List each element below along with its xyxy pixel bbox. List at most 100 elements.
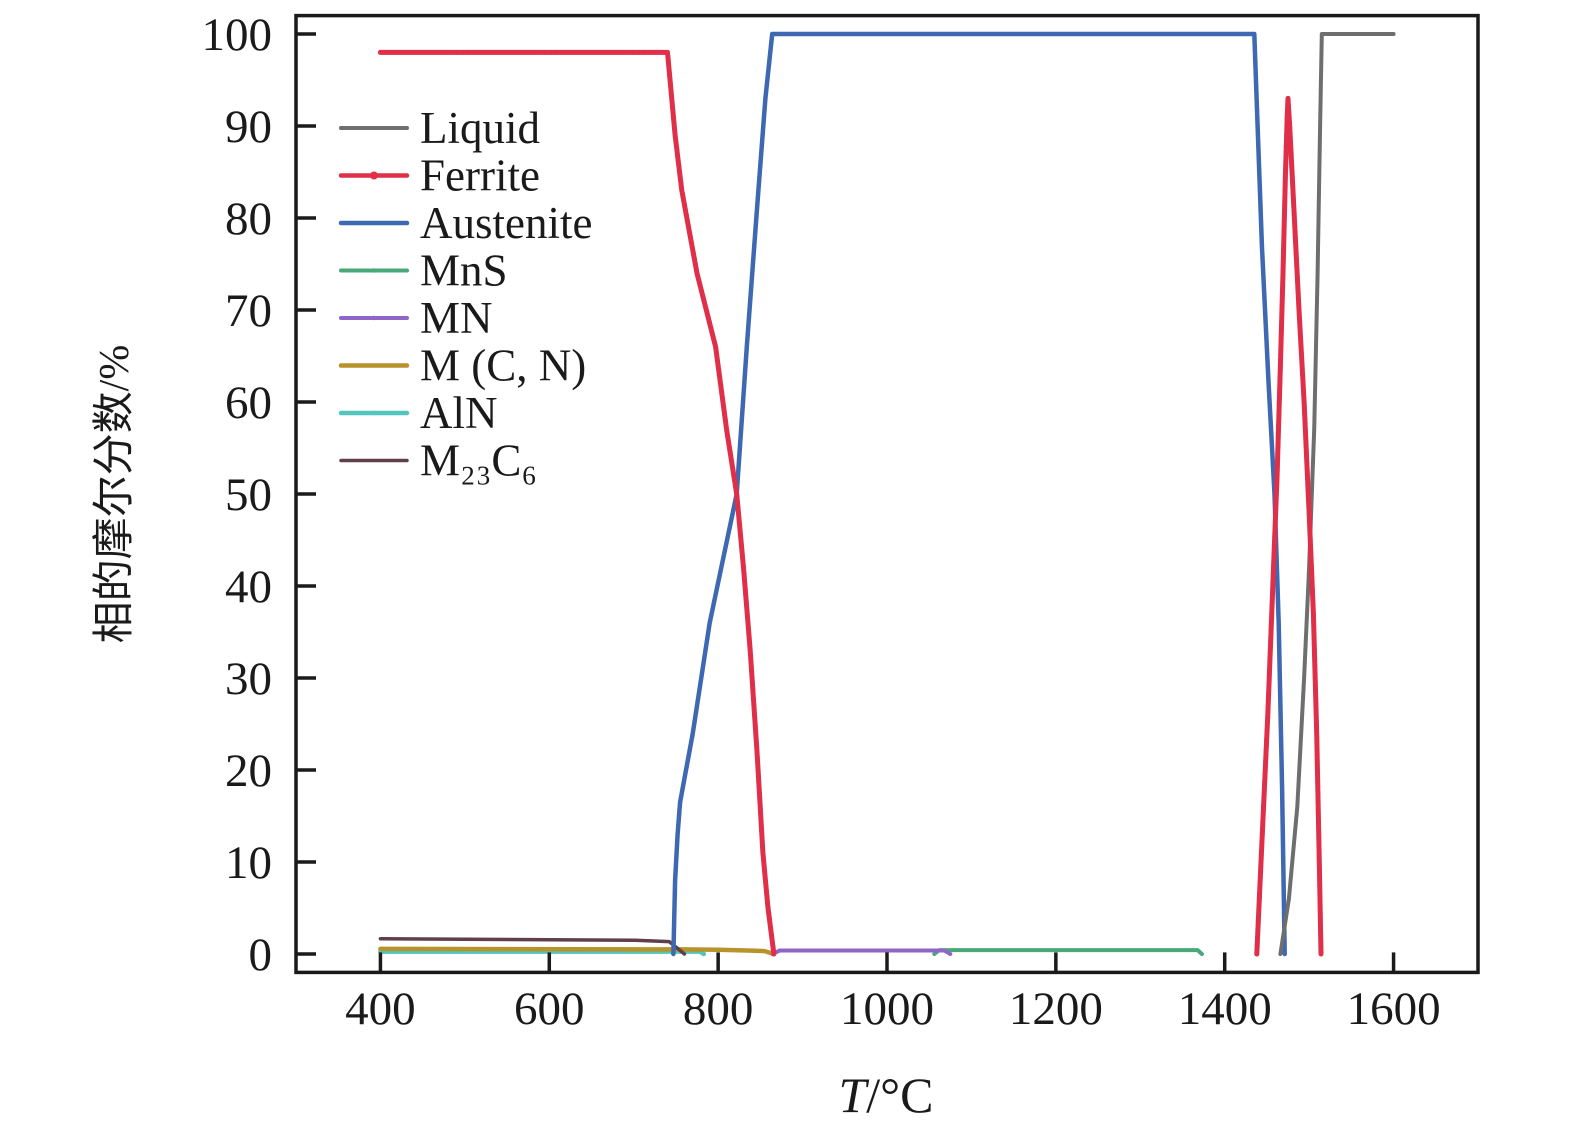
legend-label-ferrite: Ferrite xyxy=(420,151,540,201)
series-marker-ferrite xyxy=(510,50,515,55)
series-marker-ferrite xyxy=(1310,603,1316,608)
series-marker-ferrite xyxy=(693,266,699,272)
series-marker-ferrite xyxy=(548,50,554,55)
series-marker-ferrite xyxy=(1269,605,1275,611)
series-marker-ferrite xyxy=(1282,193,1288,198)
series-marker-ferrite xyxy=(1282,215,1287,220)
series-marker-ferrite xyxy=(482,50,488,55)
series-marker-ferrite xyxy=(1289,158,1294,164)
series-marker-ferrite xyxy=(433,50,438,55)
series-marker-ferrite xyxy=(394,50,400,55)
series-marker-ferrite xyxy=(672,125,677,131)
series-marker-ferrite xyxy=(493,50,499,55)
series-marker-ferrite xyxy=(1272,534,1278,539)
series-marker-ferrite xyxy=(736,510,741,516)
series-marker-ferrite xyxy=(1315,768,1320,773)
series-marker-ferrite xyxy=(671,120,677,125)
legend-item-aln: AlN xyxy=(338,388,498,438)
legend-item-austenite: Austenite xyxy=(338,198,592,248)
series-marker-ferrite xyxy=(761,861,767,867)
series-marker-ferrite xyxy=(455,50,460,55)
series-marker-ferrite xyxy=(587,50,592,55)
series-marker-ferrite xyxy=(554,50,559,55)
series-marker-ferrite xyxy=(653,50,658,55)
series-marker-ferrite xyxy=(1317,900,1323,905)
series-marker-ferrite xyxy=(1292,235,1298,240)
series-marker-ferrite xyxy=(1256,896,1262,902)
series-marker-ferrite xyxy=(717,374,722,379)
series-marker-ferrite xyxy=(714,352,720,358)
series-marker-ferrite xyxy=(718,385,724,390)
series-marker-ferrite xyxy=(1268,632,1274,638)
series-marker-ferrite xyxy=(1301,388,1306,394)
series-line-m(c,n) xyxy=(378,946,777,957)
series-marker-ferrite xyxy=(1296,295,1301,301)
series-marker-ferrite xyxy=(1278,330,1284,336)
series-marker-ferrite xyxy=(1264,737,1269,743)
series-marker-ferrite xyxy=(1261,803,1266,809)
series-marker-ferrite xyxy=(738,532,743,538)
series-marker-ferrite xyxy=(1312,658,1318,663)
series-marker-ferrite xyxy=(1258,869,1263,874)
series-marker-ferrite xyxy=(1307,520,1312,526)
series-marker-ferrite xyxy=(460,50,466,55)
series-marker-ferrite xyxy=(700,293,706,299)
x-tick-label: 600 xyxy=(514,983,585,1035)
series-marker-ferrite xyxy=(671,114,676,120)
series-marker-ferrite xyxy=(1304,454,1309,460)
legend-label-liquid: Liquid xyxy=(420,103,540,153)
series-marker-ferrite xyxy=(736,515,742,521)
series-marker-ferrite xyxy=(1254,951,1260,957)
series-marker-ferrite xyxy=(1272,539,1277,545)
series-marker-ferrite xyxy=(1309,581,1315,586)
legend-item-m23c6: M₂₃C₆ xyxy=(339,436,537,486)
series-marker-ferrite xyxy=(466,50,471,55)
y-tick-label: 30 xyxy=(225,653,272,705)
series-marker-ferrite xyxy=(757,806,763,812)
series-marker-ferrite xyxy=(1283,149,1289,155)
series-marker-ferrite xyxy=(1288,147,1294,153)
series-marker-ferrite xyxy=(1318,922,1323,927)
series-marker-ferrite xyxy=(1285,97,1291,103)
series-marker-ferrite xyxy=(1317,894,1323,900)
series-marker-ferrite xyxy=(767,916,772,921)
series-marker-ferrite xyxy=(1291,196,1296,202)
series-marker-ferrite xyxy=(1255,918,1261,924)
series-marker-ferrite xyxy=(1287,136,1293,142)
series-marker-ferrite xyxy=(1277,380,1283,385)
series-marker-ferrite xyxy=(733,488,739,494)
series-marker-ferrite xyxy=(1265,709,1271,715)
series-marker-ferrite xyxy=(1305,493,1311,499)
series-marker-ferrite xyxy=(1312,669,1318,674)
series-marker-ferrite xyxy=(1271,567,1276,572)
series-marker-ferrite xyxy=(677,169,682,175)
series-marker-ferrite xyxy=(1280,281,1286,286)
series-marker-ferrite xyxy=(676,163,682,169)
series-marker-ferrite xyxy=(668,87,674,92)
series-marker-ferrite xyxy=(669,98,675,103)
series-marker-ferrite xyxy=(730,466,736,472)
series-marker-ferrite xyxy=(750,685,756,691)
series-marker-ferrite xyxy=(1304,471,1310,477)
series-marker-ferrite xyxy=(1275,451,1281,457)
series-marker-ferrite xyxy=(751,702,757,707)
series-marker-ferrite xyxy=(737,526,743,532)
series-marker-ferrite xyxy=(670,103,675,109)
series-marker-ferrite xyxy=(1314,724,1319,729)
x-tick-label: 1400 xyxy=(1178,983,1272,1035)
series-marker-ferrite xyxy=(1316,817,1321,823)
series-marker-ferrite xyxy=(754,740,759,746)
series-marker-ferrite xyxy=(1309,575,1315,581)
series-marker-ferrite xyxy=(1262,781,1267,787)
series-marker-ferrite xyxy=(1306,498,1311,504)
series-marker-ferrite xyxy=(727,450,733,456)
series-marker-ferrite xyxy=(1259,836,1265,841)
series-marker-ferrite xyxy=(1270,588,1275,594)
series-marker-ferrite xyxy=(1267,671,1272,677)
series-marker-ferrite xyxy=(625,50,631,55)
series-marker-ferrite xyxy=(750,680,755,686)
series-marker-ferrite xyxy=(1316,834,1322,839)
series-marker-ferrite xyxy=(1308,559,1314,564)
series-marker-ferrite xyxy=(699,288,704,293)
series-marker-ferrite xyxy=(737,521,742,527)
